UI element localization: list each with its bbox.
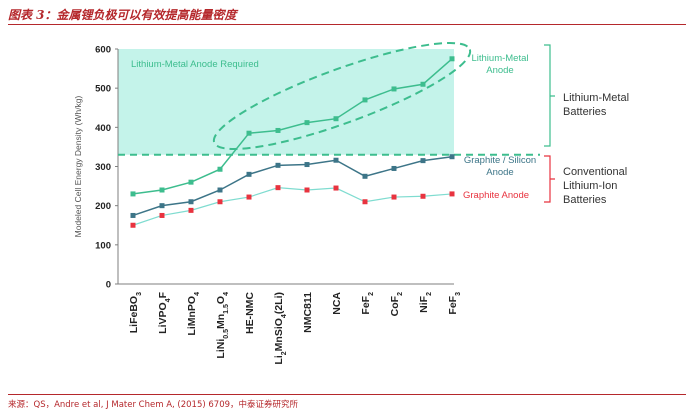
graphite-silicon-point [275,162,281,168]
lithium-metal-point [275,127,281,133]
graphite-silicon-point [391,165,397,171]
y-tick-label: 0 [106,280,111,291]
lithium-metal-batteries-label: Batteries [563,106,607,118]
graphite-silicon-point [217,187,223,193]
x-tick-label: LiFeBO3 [128,292,143,333]
lithium-metal-point [333,116,339,122]
graphite-point [130,222,136,228]
graphite-point [333,185,339,191]
graphite-silicon-point [246,171,252,177]
lithium-metal-point [188,179,194,185]
graphite-point [391,194,397,200]
lithium-metal-point [217,166,223,172]
lithium-metal-point [420,81,426,87]
graphite-silicon-series-line [132,155,453,217]
lithium-metal-ellipse [212,42,472,150]
x-tick-label: NCA [331,292,343,315]
graphite-silicon-point [333,157,339,163]
figure-title: 图表 3：金属锂负极可以有效提高能量密度 [8,8,237,22]
graphite-point [275,185,281,191]
figure-source: 来源：QS，Andre et al, J Mater Chem A, (2015… [8,400,299,410]
graphite-silicon-anode-label: Anode [486,167,513,178]
graphite-point [449,191,455,197]
graphite-silicon-point [188,199,194,205]
graphite-point [188,207,194,213]
x-tick-label: FeF2 [360,292,375,315]
lithium-metal-series-line [132,58,453,195]
graphite-point [420,193,426,199]
y-tick-label: 400 [95,123,111,134]
y-axis-label: Modeled Cell Energy Density (Wh/kg) [73,95,83,237]
x-tick-label: LiVPO4F [157,291,172,333]
graphite-silicon-point [130,212,136,218]
conventional-batteries-label: Batteries [563,194,607,206]
lithium-metal-point [130,191,136,197]
y-tick-label: 100 [95,240,111,251]
lithium-metal-point [246,130,252,136]
graphite-point [362,199,368,205]
graphite-point [217,199,223,205]
region-label: Lithium-Metal Anode Required [131,59,259,70]
graphite-silicon-point [159,203,165,209]
graphite-silicon-anode-label: Graphite / Silicon [464,155,536,166]
lithium-metal-anode-label: Anode [486,65,513,76]
graphite-point [246,194,252,200]
x-tick-label: FeF3 [447,292,462,315]
lithium-metal-point [391,86,397,92]
x-tick-label: CoF2 [389,292,404,316]
source-rule [8,394,686,395]
x-tick-label: NiF2 [418,292,433,313]
lithium-metal-point [362,97,368,103]
graphite-silicon-point [362,173,368,179]
x-tick-label: Li2MnSiO4(2Li) [273,292,288,365]
lithium-metal-point [304,120,310,126]
graphite-silicon-point [304,162,310,168]
conventional-batteries-label: Conventional [563,166,627,178]
lithium-metal-brace [544,44,555,147]
graphite-anode-label: Graphite Anode [463,190,529,201]
y-tick-label: 300 [95,162,111,173]
lithium-metal-point [449,56,455,62]
y-tick-label: 200 [95,201,111,212]
x-tick-label: LiNi0.5Mn1.5O4 [215,292,230,359]
graphite-silicon-point [449,154,455,160]
conventional-brace [544,155,555,203]
y-tick-label: 500 [95,84,111,95]
title-rule [8,24,686,25]
lithium-metal-point [159,187,165,193]
x-tick-label: HE-NMC [244,292,256,334]
graphite-point [304,187,310,193]
graphite-point [159,212,165,218]
graphite-series-line [132,187,453,226]
x-tick-label: NMC811 [302,292,314,333]
lithium-metal-anode-label: Lithium-Metal [471,53,528,64]
x-tick-label: LiMnPO4 [186,292,201,336]
graphite-silicon-point [420,158,426,164]
conventional-batteries-label: Lithium-Ion [563,180,617,192]
lithium-metal-batteries-label: Lithium-Metal [563,92,629,104]
y-tick-label: 600 [95,45,111,56]
